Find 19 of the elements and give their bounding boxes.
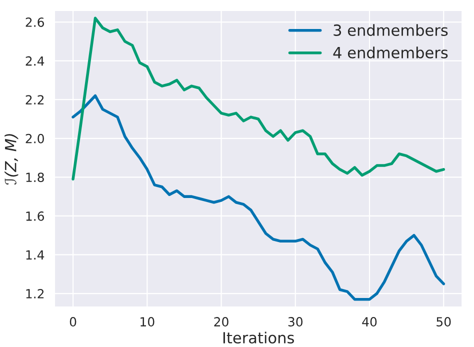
legend-label: 4 endmembers xyxy=(333,46,448,58)
x-axis-title: Iterations xyxy=(223,332,294,344)
x-tick-label: 40 xyxy=(362,317,377,326)
x-tick-label: 20 xyxy=(214,317,228,326)
y-tick-label: 1.8 xyxy=(26,172,44,182)
x-tick-label: 50 xyxy=(436,317,451,326)
y-tick-label: 2.6 xyxy=(26,18,44,27)
line-series xyxy=(72,94,446,301)
y-tick-label: 2.2 xyxy=(26,95,44,104)
y-tick-label: 2.4 xyxy=(26,56,44,66)
x-tick-label: 10 xyxy=(140,317,154,326)
x-tick-label: 0 xyxy=(70,317,76,326)
y-tick-label: 1.2 xyxy=(26,288,44,298)
y-axis-title: ℐ(Z, M) xyxy=(4,134,18,185)
y-tick-label: 1.4 xyxy=(26,250,44,260)
x-tick-label: 30 xyxy=(288,317,303,326)
y-tick-label: 2.0 xyxy=(26,134,44,144)
y-tick-label: 1.6 xyxy=(26,211,44,221)
legend-label: 3 endmembers xyxy=(334,24,448,36)
